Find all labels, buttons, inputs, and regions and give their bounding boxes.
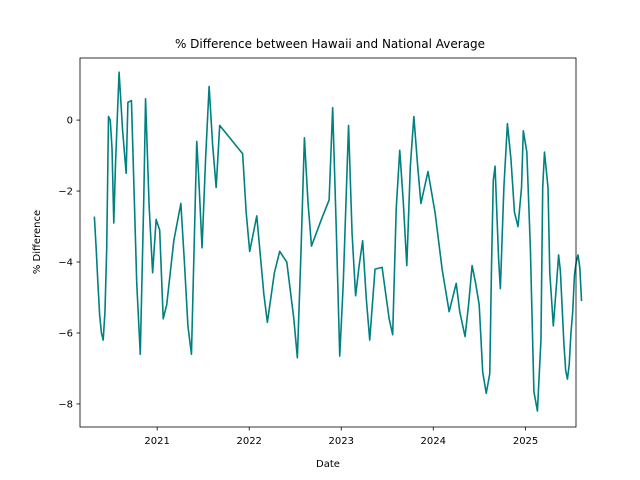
plot-area: [93, 71, 583, 412]
y-axis-label: % Difference: [32, 210, 43, 274]
y-axis: 0 −2 −4 −6 −8: [58, 116, 80, 410]
chart-title: % Difference between Hawaii and National…: [175, 37, 485, 51]
x-tick-label: 2025: [513, 436, 538, 447]
series-line-0: [93, 71, 583, 412]
y-tick-label: −6: [58, 328, 73, 339]
x-tick-label: 2023: [329, 436, 354, 447]
y-tick-label: 0: [67, 116, 73, 127]
y-tick-label: −8: [58, 399, 73, 410]
y-tick-label: −4: [58, 258, 73, 269]
y-tick-label: −2: [58, 187, 73, 198]
x-axis-label: Date: [316, 459, 340, 470]
x-tick-label: 2024: [421, 436, 446, 447]
x-tick-label: 2021: [144, 436, 169, 447]
x-axis: 2021 2022 2023 2024 2025: [144, 427, 538, 447]
plot-frame: [79, 57, 577, 428]
x-tick-label: 2022: [236, 436, 261, 447]
